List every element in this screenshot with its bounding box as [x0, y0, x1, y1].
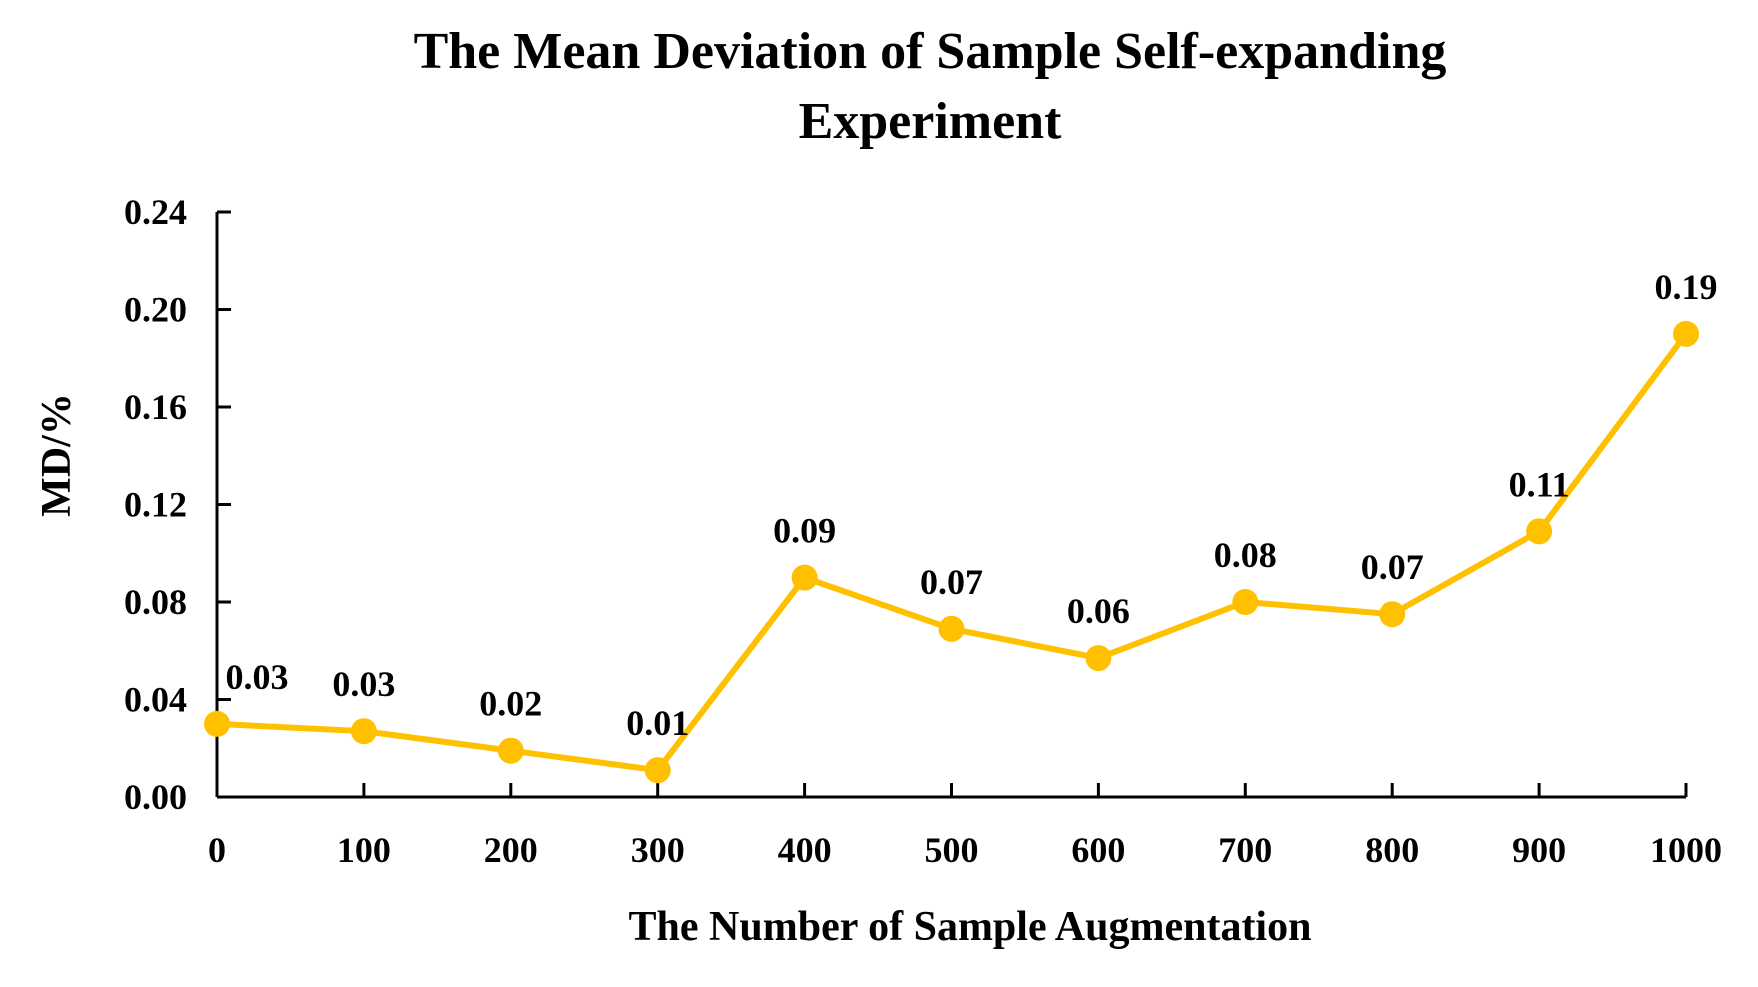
data-label: 0.01: [626, 703, 689, 743]
x-tick-label: 400: [778, 830, 832, 870]
x-axis-ticks: 0 100 200 300 400 500 600 700 800 900 1000: [208, 783, 1722, 870]
x-axis-label: The Number of Sample Augmentation: [629, 904, 1312, 950]
data-point: [791, 564, 818, 591]
data-labels: 0.03 0.03 0.02 0.01 0.09 0.07 0.06 0.08 0.07 0.11…: [226, 267, 1718, 743]
y-tick-label: 0.16: [124, 387, 187, 427]
data-label: 0.11: [1509, 464, 1570, 504]
axes: [215, 212, 1686, 799]
data-point: [350, 718, 377, 745]
data-point: [1673, 320, 1699, 347]
data-label: 0.19: [1655, 267, 1718, 307]
y-axis-label: MD/%: [34, 393, 80, 517]
y-tick-label: 0.20: [124, 290, 187, 330]
data-point: [938, 615, 965, 642]
data-label: 0.09: [773, 511, 836, 551]
data-label: 0.03: [226, 657, 289, 697]
series-group: [204, 320, 1699, 784]
data-point: [204, 710, 230, 737]
y-tick-label: 0.08: [124, 582, 187, 622]
data-label: 0.06: [1067, 591, 1130, 631]
data-point: [1085, 645, 1112, 672]
chart-title-line-1: The Mean Deviation of Sample Self-expand…: [414, 23, 1447, 80]
data-point: [497, 737, 524, 764]
y-tick-label: 0.24: [124, 192, 187, 232]
series-line: [216, 332, 1689, 774]
x-tick-label: 1000: [1650, 830, 1722, 870]
data-point: [1232, 589, 1259, 615]
data-label: 0.02: [479, 684, 542, 724]
x-tick-label: 800: [1365, 830, 1419, 870]
data-label: 0.03: [332, 664, 395, 704]
x-tick-label: 600: [1071, 830, 1125, 870]
data-point: [1526, 518, 1553, 545]
chart-title-line-2: Experiment: [799, 93, 1063, 150]
data-label: 0.07: [1361, 547, 1424, 587]
x-tick-label: 900: [1512, 830, 1566, 870]
data-label: 0.07: [920, 562, 983, 602]
y-tick-label: 0.00: [124, 777, 187, 817]
x-tick-label: 100: [337, 830, 391, 870]
x-tick-label: 200: [484, 830, 538, 870]
x-tick-label: 700: [1218, 830, 1272, 870]
y-tick-label: 0.12: [124, 485, 187, 525]
x-tick-label: 300: [631, 830, 685, 870]
x-tick-label: 0: [208, 830, 226, 870]
data-point: [1379, 601, 1406, 628]
x-tick-label: 500: [925, 830, 979, 870]
y-axis-ticks: 0.00 0.04 0.08 0.12 0.16 0.20 0.24: [124, 192, 231, 817]
data-label: 0.08: [1214, 535, 1277, 575]
y-tick-label: 0.04: [124, 680, 187, 720]
data-point: [644, 757, 671, 784]
